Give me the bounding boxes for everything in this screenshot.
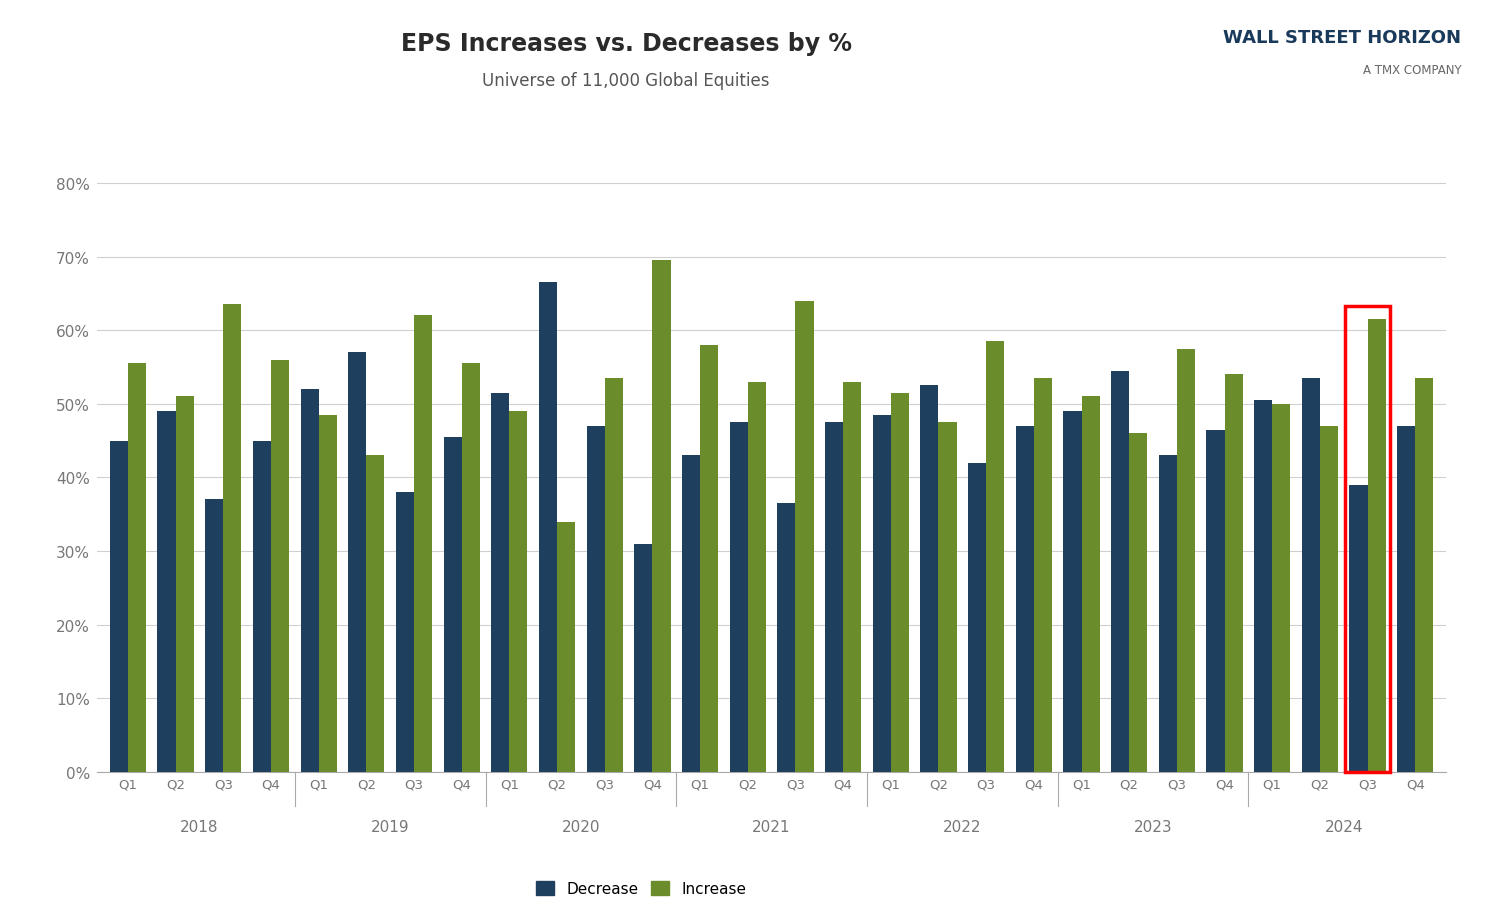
- Bar: [920, 386, 938, 772]
- Bar: [1063, 412, 1081, 772]
- Bar: [1349, 485, 1367, 772]
- Bar: [748, 382, 766, 772]
- Bar: [842, 382, 862, 772]
- Bar: [397, 493, 414, 772]
- Bar: [1111, 371, 1129, 772]
- Legend: Decrease, Increase: Decrease, Increase: [529, 875, 753, 902]
- Bar: [462, 364, 480, 772]
- Bar: [729, 423, 748, 772]
- Bar: [1302, 379, 1320, 772]
- Text: 2020: 2020: [562, 819, 599, 834]
- Bar: [301, 390, 319, 772]
- Bar: [1015, 426, 1033, 772]
- Bar: [1129, 434, 1147, 772]
- Bar: [634, 544, 653, 772]
- Bar: [367, 456, 385, 772]
- Bar: [1345, 307, 1391, 772]
- Bar: [1224, 375, 1242, 772]
- Text: WALL STREET HORIZON: WALL STREET HORIZON: [1223, 29, 1461, 48]
- Bar: [271, 360, 289, 772]
- Bar: [1081, 397, 1100, 772]
- Bar: [110, 441, 128, 772]
- Text: EPS Increases vs. Decreases by %: EPS Increases vs. Decreases by %: [401, 32, 851, 56]
- Bar: [777, 504, 795, 772]
- Bar: [176, 397, 194, 772]
- Bar: [349, 353, 367, 772]
- Bar: [1320, 426, 1337, 772]
- Text: 2021: 2021: [753, 819, 790, 834]
- Text: A TMX COMPANY: A TMX COMPANY: [1363, 64, 1461, 77]
- Bar: [1176, 349, 1194, 772]
- Bar: [605, 379, 623, 772]
- Bar: [890, 393, 910, 772]
- Bar: [1206, 430, 1224, 772]
- Text: Universe of 11,000 Global Equities: Universe of 11,000 Global Equities: [483, 72, 769, 90]
- Bar: [586, 426, 605, 772]
- Bar: [253, 441, 271, 772]
- Bar: [443, 437, 462, 772]
- Bar: [701, 346, 719, 772]
- Bar: [1159, 456, 1176, 772]
- Bar: [319, 415, 337, 772]
- Bar: [968, 463, 986, 772]
- Text: 2018: 2018: [180, 819, 219, 834]
- Bar: [1397, 426, 1415, 772]
- Text: 2023: 2023: [1133, 819, 1172, 834]
- Bar: [206, 500, 224, 772]
- Bar: [1415, 379, 1433, 772]
- Bar: [224, 305, 242, 772]
- Text: 2019: 2019: [371, 819, 410, 834]
- Bar: [158, 412, 176, 772]
- Bar: [795, 301, 814, 772]
- Bar: [1367, 320, 1385, 772]
- Bar: [491, 393, 510, 772]
- Text: 2022: 2022: [944, 819, 981, 834]
- Bar: [1272, 404, 1290, 772]
- Bar: [653, 261, 671, 772]
- Bar: [938, 423, 957, 772]
- Bar: [681, 456, 701, 772]
- Bar: [986, 342, 1005, 772]
- Bar: [1254, 401, 1272, 772]
- Text: 2024: 2024: [1324, 819, 1363, 834]
- Bar: [825, 423, 842, 772]
- Bar: [128, 364, 146, 772]
- Bar: [558, 522, 576, 772]
- Bar: [1033, 379, 1053, 772]
- Bar: [510, 412, 528, 772]
- Bar: [872, 415, 890, 772]
- Bar: [414, 316, 432, 772]
- Bar: [538, 283, 558, 772]
